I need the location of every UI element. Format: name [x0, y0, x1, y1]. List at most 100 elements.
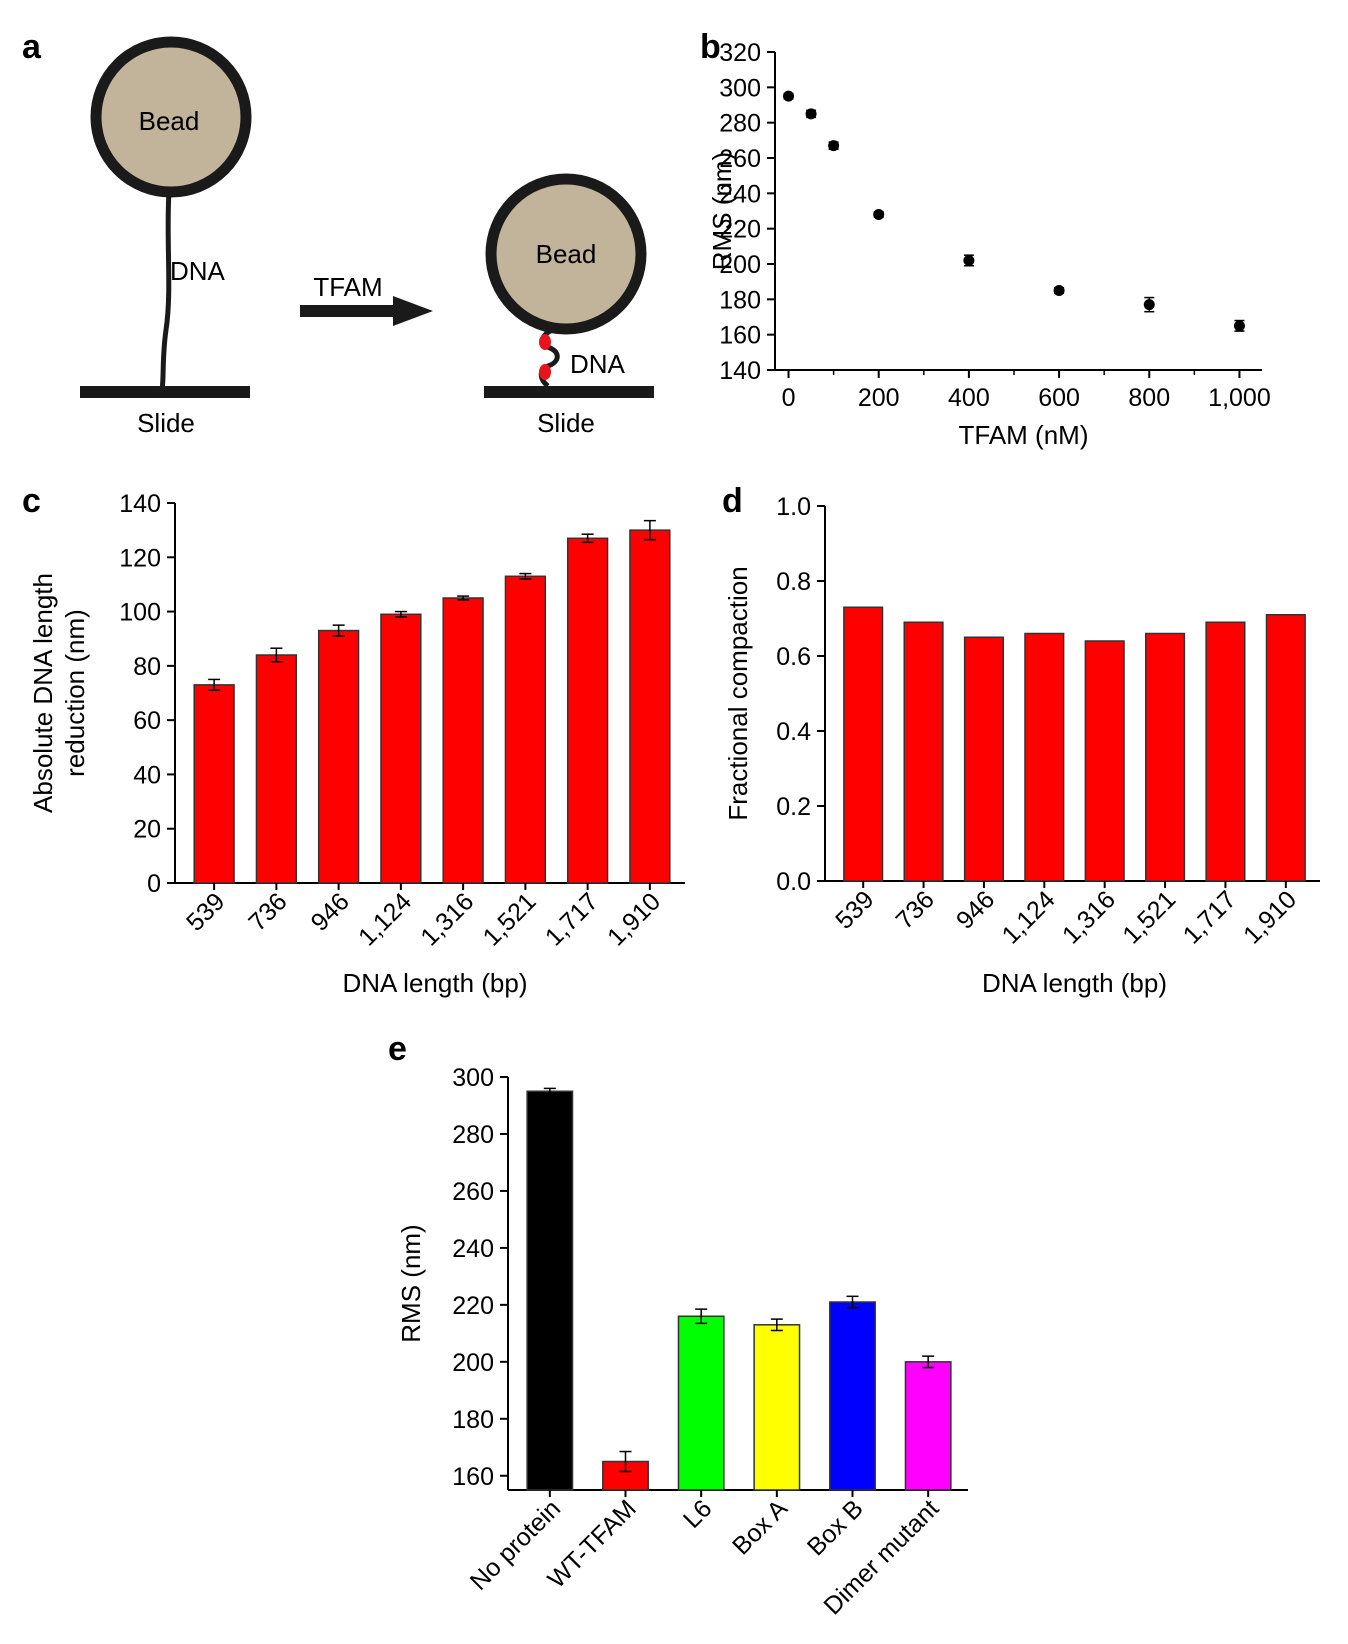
bar	[904, 1361, 952, 1491]
bar	[566, 537, 609, 884]
bar	[1144, 632, 1186, 882]
bar	[255, 654, 298, 884]
slide-label-left: Slide	[137, 408, 195, 438]
y-tick-label: 160	[452, 1463, 494, 1491]
bar	[829, 1301, 876, 1491]
y-tick-label: 0.8	[776, 568, 811, 596]
panel-letter-b: b	[700, 28, 721, 66]
y-tick-label: 260	[452, 1178, 494, 1206]
x-axis-title: DNA length (bp)	[343, 968, 528, 998]
x-tick-label: 1,124	[997, 885, 1061, 949]
bar	[677, 1315, 725, 1491]
bar	[1024, 632, 1065, 882]
x-axis-title: TFAM (nM)	[959, 420, 1089, 450]
bar	[504, 575, 547, 884]
y-axis-title-line2: reduction (nm)	[60, 609, 90, 777]
bar	[753, 1324, 801, 1491]
y-tick-label: 100	[119, 599, 161, 627]
arrow-head	[393, 296, 433, 326]
slide-right	[484, 386, 654, 398]
dna-strand-left	[159, 191, 172, 391]
y-tick-label: 1.0	[776, 493, 811, 521]
bar	[193, 684, 235, 884]
data-point	[963, 254, 975, 266]
x-tick-label: L6	[678, 1494, 717, 1533]
bar	[1084, 640, 1125, 882]
data-point	[783, 90, 795, 102]
bar	[963, 636, 1005, 882]
x-tick-label: 0	[782, 384, 796, 412]
y-tick-label: 280	[719, 110, 761, 138]
arrow-shaft	[300, 305, 395, 317]
y-tick-label: 140	[719, 357, 761, 385]
slide-label-right: Slide	[537, 408, 595, 438]
panel-a-diagram: a Bead DNA Slide TFAM Bead DNA Slide	[22, 28, 654, 438]
data-point	[1233, 320, 1245, 332]
chart-d-fractional-compaction: 0.0 0.2 0.4 0.6 0.8 1.0 539 736 9461,1241,3161,5…	[723, 493, 1320, 998]
y-tick-label: 240	[452, 1235, 494, 1263]
y-tick-label: 40	[133, 761, 161, 789]
bead-right	[485, 173, 647, 335]
bar	[442, 597, 484, 884]
y-tick-label: 140	[119, 490, 161, 518]
y-tick-label: 160	[719, 322, 761, 350]
bar	[317, 629, 360, 884]
y-tick-label: 180	[719, 286, 761, 314]
y-tick-label: 220	[452, 1292, 494, 1320]
y-tick-label: 0.0	[776, 868, 811, 896]
y-axis-title: RMS (nm)	[707, 152, 737, 270]
y-tick-label: 220	[719, 216, 761, 244]
panel-letter-e: e	[388, 1030, 407, 1068]
y-tick-label: 300	[452, 1064, 494, 1092]
y-axis-title-line1: Absolute DNA length	[28, 573, 58, 813]
bead-label-left: Bead	[139, 106, 200, 136]
x-tick-label: 946	[951, 885, 1000, 934]
x-tick-label: Box B	[802, 1494, 869, 1561]
tfam-arrow-label: TFAM	[313, 272, 382, 302]
panel-letter-d: d	[722, 482, 743, 520]
y-tick-label: 300	[719, 74, 761, 102]
chart-b-rms-vs-tfam: 140 160 180 200 220 240 260 280 300 320 0 200 400 600…	[707, 39, 1271, 450]
x-axis-title: DNA length (bp)	[982, 968, 1167, 998]
bar	[526, 1090, 574, 1491]
data-point	[1143, 299, 1155, 311]
bar	[843, 606, 884, 882]
x-tick-label: 1,717	[540, 887, 604, 951]
y-tick-label: 0.2	[776, 793, 811, 821]
dna-label-right: DNA	[570, 349, 626, 379]
x-tick-label: Box A	[727, 1494, 793, 1560]
slide-left	[80, 386, 250, 398]
x-tick-label: 1,000	[1208, 384, 1271, 412]
tfam-marker-1	[539, 334, 551, 350]
x-tick-label: 1,124	[353, 887, 417, 951]
x-tick-label: 1,717	[1178, 885, 1242, 949]
data-point	[1053, 285, 1065, 296]
y-axis-title: RMS (nm)	[396, 1224, 426, 1342]
x-tick-label: 539	[830, 885, 879, 934]
y-tick-label: 280	[452, 1121, 494, 1149]
y-tick-label: 180	[452, 1406, 494, 1434]
x-tick-label: 800	[1128, 384, 1170, 412]
y-axis-title: Fractional compaction	[723, 566, 753, 820]
y-tick-label: 240	[719, 180, 761, 208]
x-tick-label: 200	[858, 384, 900, 412]
x-tick-label: 1,910	[1238, 885, 1302, 949]
y-tick-label: 0.4	[776, 718, 811, 746]
y-tick-label: 80	[133, 653, 161, 681]
y-tick-label: 20	[133, 816, 161, 844]
bar	[1205, 621, 1246, 882]
panel-letter-c: c	[22, 482, 41, 520]
bead-left	[90, 36, 252, 198]
y-tick-label: 120	[119, 544, 161, 572]
x-tick-label: 1,521	[1117, 885, 1181, 949]
bar	[1265, 614, 1306, 882]
panel-letter-a: a	[22, 28, 42, 66]
x-tick-label: 1,910	[602, 887, 666, 951]
y-tick-label: 200	[452, 1349, 494, 1377]
y-tick-label: 60	[133, 707, 161, 735]
x-tick-label: 1,316	[1057, 885, 1121, 949]
y-tick-label: 320	[719, 39, 761, 67]
x-tick-label: 946	[306, 887, 355, 936]
